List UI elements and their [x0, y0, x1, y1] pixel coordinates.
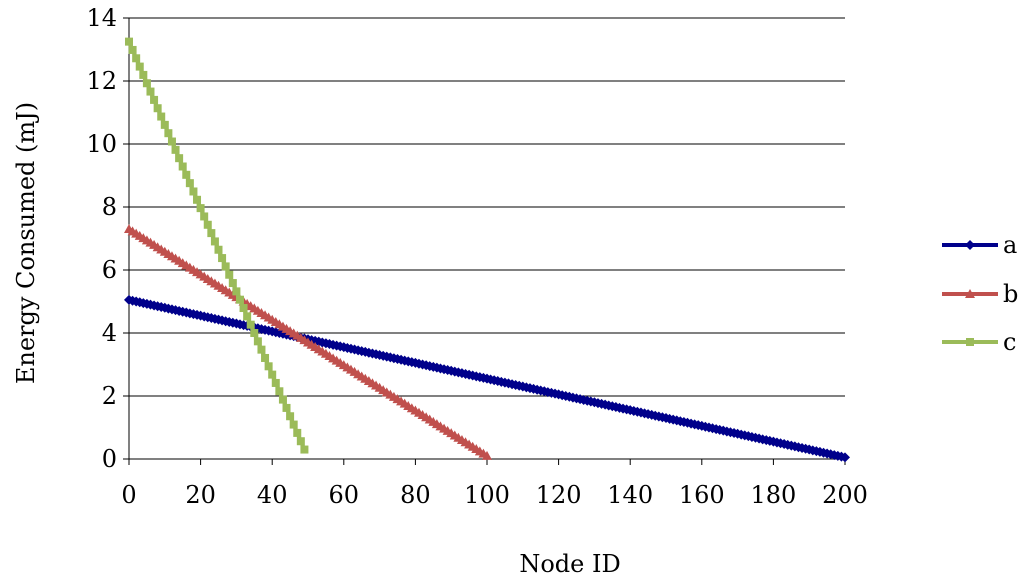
- data-point: [135, 62, 144, 71]
- data-point: [246, 320, 255, 329]
- data-point: [264, 362, 273, 371]
- y-tick-label: 0: [102, 445, 117, 473]
- data-point: [200, 212, 209, 221]
- data-point: [293, 428, 302, 437]
- data-point: [300, 445, 309, 454]
- data-point: [253, 337, 262, 346]
- legend-item-b: b: [942, 280, 1018, 308]
- data-point: [160, 120, 169, 129]
- data-point: [128, 45, 137, 54]
- data-point: [214, 245, 223, 254]
- y-tick-label: 14: [86, 4, 117, 32]
- data-point: [125, 37, 133, 46]
- x-tick-label: 40: [257, 481, 288, 509]
- legend-marker: [966, 338, 974, 346]
- data-point: [278, 395, 287, 404]
- data-point: [289, 420, 298, 429]
- data-point: [164, 129, 173, 138]
- x-tick-labels: 0 20 40 60 80 100 120 140 160 180 200: [121, 481, 868, 509]
- data-point: [257, 345, 266, 354]
- legend-label: a: [1003, 231, 1017, 259]
- data-point: [157, 112, 166, 121]
- series-b: [124, 224, 492, 460]
- axes: [123, 17, 846, 465]
- x-tick-label: 160: [679, 481, 725, 509]
- data-point: [178, 162, 187, 171]
- x-tick-label: 140: [607, 481, 653, 509]
- x-tick-label: 60: [329, 481, 360, 509]
- data-point: [167, 137, 176, 146]
- legend-item-c: c: [942, 328, 1016, 356]
- legend-label: b: [1003, 280, 1018, 308]
- data-point: [286, 412, 295, 421]
- legend-item-a: a: [942, 231, 1017, 259]
- data-point: [243, 312, 252, 321]
- data-point: [150, 95, 159, 104]
- y-tick-labels: 0 2 4 6 8 10 12 14: [86, 4, 117, 473]
- data-point: [153, 104, 162, 113]
- y-tick-label: 6: [102, 256, 117, 284]
- data-point: [182, 170, 191, 179]
- data-point: [175, 154, 184, 163]
- y-axis-title: Energy Consumed (mJ): [12, 102, 40, 384]
- legend-marker: [965, 240, 975, 250]
- data-point: [228, 279, 237, 288]
- data-point: [268, 370, 277, 379]
- legend-label: c: [1003, 328, 1016, 356]
- data-point: [189, 187, 198, 196]
- data-point: [482, 450, 492, 460]
- x-tick-label: 180: [750, 481, 796, 509]
- x-tick-label: 200: [822, 481, 868, 509]
- data-point: [840, 452, 850, 463]
- x-tick-label: 80: [400, 481, 431, 509]
- series-lines: [124, 37, 850, 463]
- data-point: [250, 329, 259, 337]
- x-tick-label: 120: [536, 481, 582, 509]
- data-point: [193, 195, 202, 204]
- y-tick-label: 8: [102, 193, 117, 221]
- data-point: [282, 403, 291, 412]
- data-point: [218, 254, 227, 263]
- data-point: [239, 304, 248, 313]
- y-tick-label: 10: [86, 130, 117, 158]
- legend-marker: [965, 289, 975, 298]
- y-tick-label: 2: [102, 382, 117, 410]
- data-point: [207, 229, 216, 238]
- data-point: [146, 87, 155, 96]
- series-a: [124, 294, 850, 463]
- data-point: [139, 70, 148, 79]
- data-point: [296, 437, 305, 446]
- x-tick-label: 100: [464, 481, 510, 509]
- data-point: [271, 378, 280, 387]
- data-point: [171, 145, 180, 154]
- data-point: [203, 220, 212, 229]
- x-tick-label: 20: [185, 481, 216, 509]
- data-point: [275, 387, 284, 396]
- y-tick-label: 12: [86, 67, 117, 95]
- data-point: [210, 237, 219, 246]
- x-axis-title: Node ID: [519, 550, 620, 578]
- data-point: [235, 295, 244, 304]
- data-point: [142, 79, 151, 88]
- data-point: [221, 262, 230, 271]
- data-point: [132, 54, 141, 63]
- data-point: [185, 179, 194, 188]
- grid-lines: [129, 17, 845, 397]
- x-tick-label: 0: [121, 481, 136, 509]
- data-point: [225, 270, 234, 279]
- y-tick-label: 4: [102, 319, 117, 347]
- series-c: [125, 37, 309, 454]
- data-point: [232, 287, 241, 296]
- data-point: [261, 353, 270, 362]
- data-point: [196, 204, 205, 213]
- legend: abc: [942, 231, 1018, 356]
